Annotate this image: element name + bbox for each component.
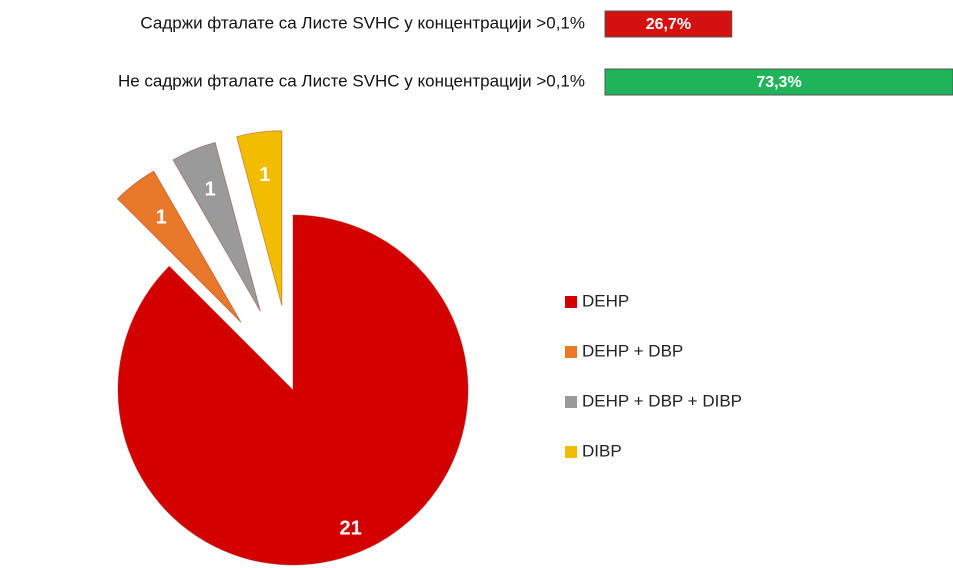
category-label: Садржи фталате са Листе SVHC у концентра… xyxy=(140,13,585,32)
category-label: Не садржи фталате са Листе SVHC у концен… xyxy=(118,71,585,90)
value-label: 26,7% xyxy=(646,16,691,33)
legend-label: DEHP + DBP + DIBP xyxy=(582,391,742,410)
data-label: 1 xyxy=(259,164,270,186)
bar xyxy=(604,68,953,96)
legend-marker xyxy=(565,346,577,358)
legend-label: DEHP + DBP xyxy=(582,341,683,360)
bar xyxy=(604,10,733,38)
pie-slice xyxy=(116,170,242,323)
data-label: 1 xyxy=(205,178,216,200)
data-label: 1 xyxy=(156,207,167,229)
legend-marker xyxy=(565,446,577,458)
legend-marker xyxy=(565,396,577,408)
legend-marker xyxy=(565,296,577,308)
value-label: 73,3% xyxy=(756,74,801,91)
pie-slice xyxy=(172,141,261,312)
legend-label: DEHP xyxy=(582,291,629,310)
legend-label: DIBP xyxy=(582,441,622,460)
pie-slice xyxy=(235,130,283,306)
pie-slice xyxy=(117,214,469,566)
data-label: 21 xyxy=(339,517,361,539)
